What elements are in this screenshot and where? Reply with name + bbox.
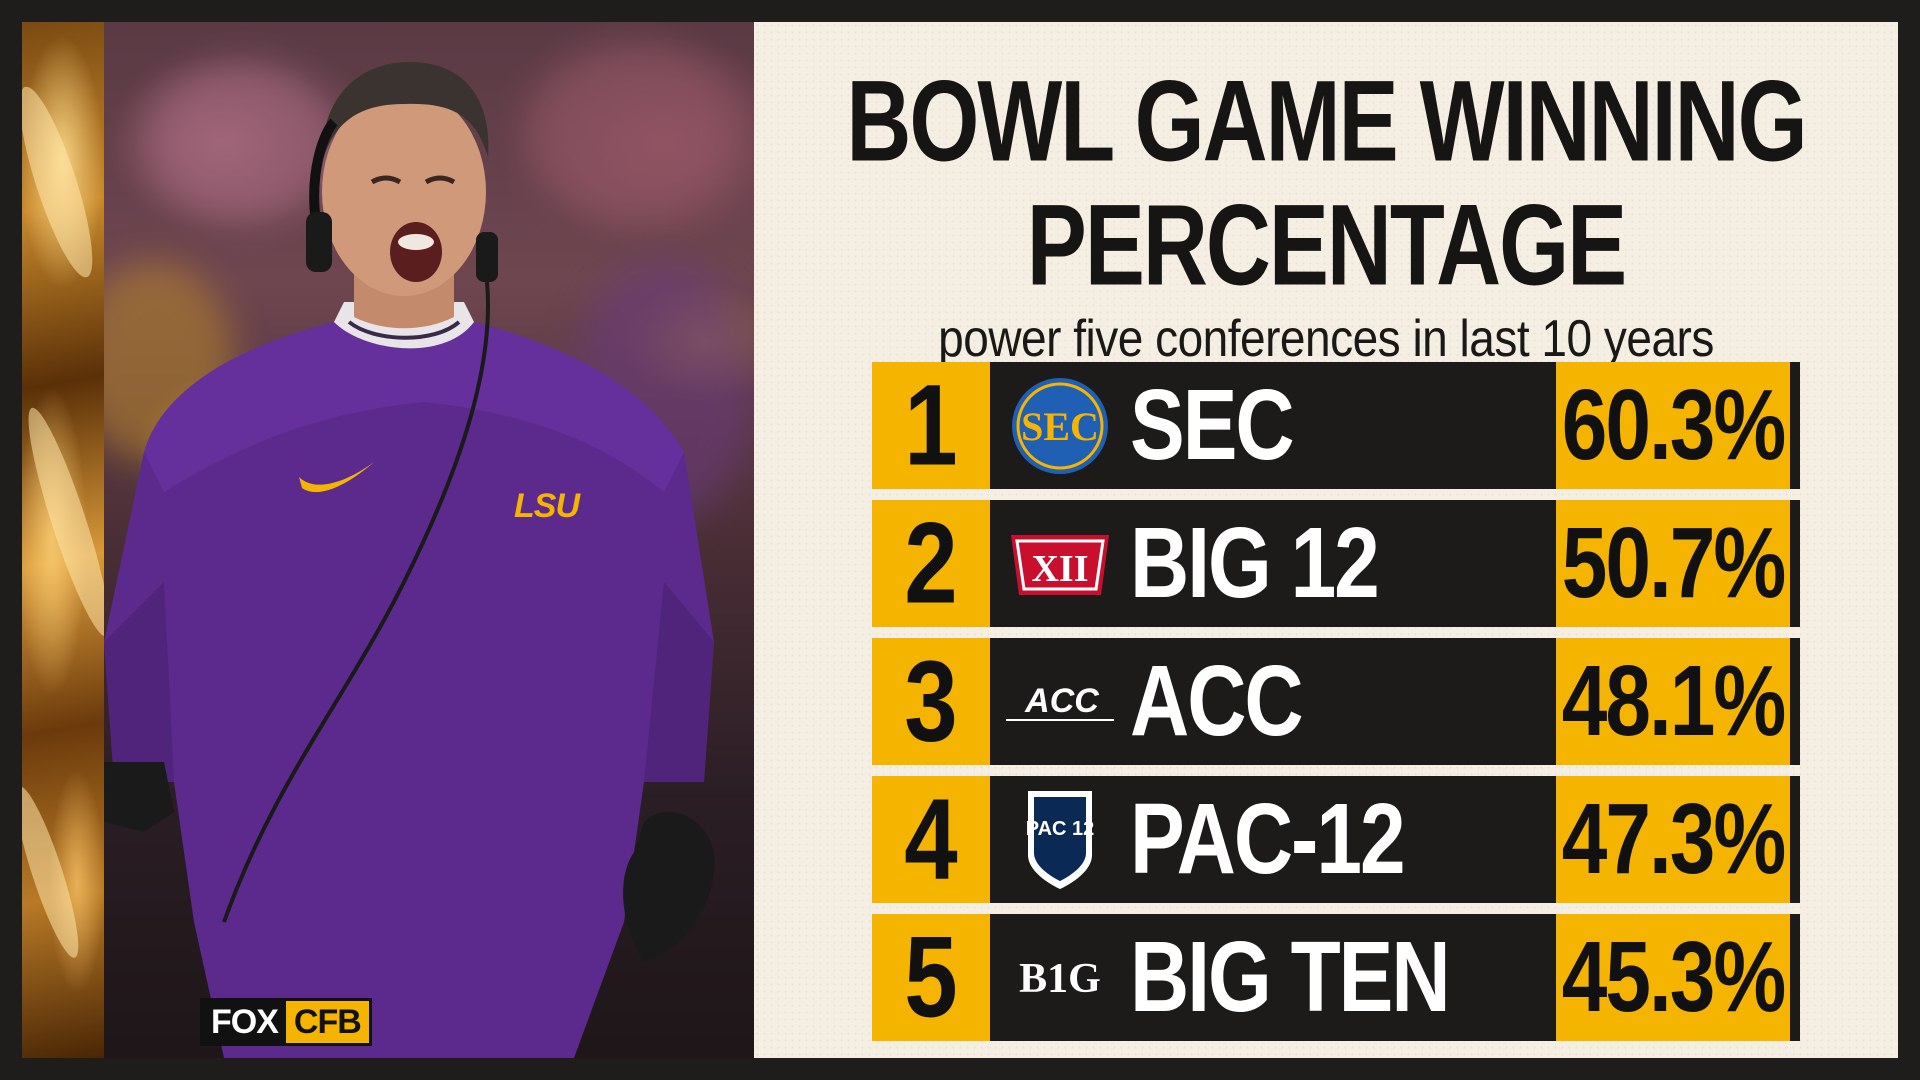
chart-title-line2: PERCENTAGE: [1026, 182, 1627, 310]
gold-paint-strip: [22, 22, 123, 1058]
coach-figure: [104, 62, 715, 1058]
sec-logo-text: SEC: [1021, 404, 1099, 449]
percentage-cell: 45.3%: [1542, 914, 1800, 1041]
table-row: 4 PAC 12 PAC-12 47.3%: [872, 775, 1800, 904]
big12-logo-text: XII: [1031, 548, 1088, 590]
swoosh-icon: [299, 462, 374, 493]
percentage-label: 48.1%: [1561, 645, 1787, 758]
percentage-label: 60.3%: [1561, 369, 1787, 482]
percentage-cell: 50.7%: [1542, 500, 1800, 627]
table-row: 5 B1G BIG TEN 45.3%: [872, 913, 1800, 1042]
cfb-wordmark: CFB: [285, 1001, 369, 1043]
conference-name: SEC: [1130, 362, 1295, 489]
conference-cell: ACC ACC: [990, 638, 1542, 765]
conference-table: 1 SEC SEC 60.3% 2: [872, 361, 1800, 1052]
stats-panel: BOWL GAME WINNING PERCENTAGE power five …: [754, 22, 1898, 1058]
conference-name-label: SEC: [1130, 369, 1295, 482]
coach-photo: LSU FOX CFB: [104, 22, 754, 1058]
conference-name-label: BIG 12: [1130, 507, 1380, 620]
acc-logo-text: ACC: [1024, 682, 1099, 720]
acc-logo-icon: ACC: [990, 638, 1130, 765]
rank-cell: 2: [872, 499, 990, 628]
rank-cell: 5: [872, 913, 990, 1042]
table-row: 1 SEC SEC 60.3%: [872, 361, 1800, 490]
pac12-logo-icon: PAC 12: [990, 776, 1130, 903]
chart-title: BOWL GAME WINNING: [846, 58, 1807, 186]
rank-cell: 1: [872, 361, 990, 490]
percentage-bar: 45.3%: [1556, 914, 1790, 1041]
table-row: 2 XII BIG 12 50.7%: [872, 499, 1800, 628]
sec-logo-icon: SEC: [990, 362, 1130, 489]
conference-name: BIG TEN: [1130, 914, 1451, 1041]
big12-logo-icon: XII: [990, 500, 1130, 627]
rank-cell: 4: [872, 775, 990, 904]
big-ten-logo-icon: B1G: [990, 914, 1130, 1041]
conference-name: ACC: [1130, 638, 1304, 765]
percentage-bar: 47.3%: [1556, 776, 1790, 903]
conference-cell: PAC 12 PAC-12: [990, 776, 1542, 903]
percentage-label: 50.7%: [1561, 507, 1787, 620]
jersey-mark: LSU: [514, 487, 580, 525]
conference-name: BIG 12: [1130, 500, 1380, 627]
rank-label: 5: [904, 913, 958, 1042]
fox-cfb-logo: FOX CFB: [200, 998, 372, 1046]
chart-subtitle: power five conferences in last 10 years: [938, 308, 1714, 368]
pac12-logo-text: PAC 12: [1026, 818, 1095, 840]
big-ten-logo-text: B1G: [1019, 956, 1101, 1002]
percentage-label: 45.3%: [1561, 921, 1787, 1034]
rank-label: 2: [904, 499, 958, 628]
conference-name-label: BIG TEN: [1130, 921, 1451, 1034]
percentage-cell: 48.1%: [1542, 638, 1800, 765]
conference-cell: B1G BIG TEN: [990, 914, 1542, 1041]
table-row: 3 ACC ACC 48.1%: [872, 637, 1800, 766]
fox-wordmark: FOX: [203, 1001, 286, 1043]
conference-cell: XII BIG 12: [990, 500, 1542, 627]
rank-cell: 3: [872, 637, 990, 766]
conference-name: PAC-12: [1130, 776, 1406, 903]
rank-label: 3: [904, 637, 958, 766]
percentage-cell: 47.3%: [1542, 776, 1800, 903]
rank-label: 1: [904, 361, 958, 490]
percentage-bar: 60.3%: [1556, 362, 1790, 489]
conference-cell: SEC SEC: [990, 362, 1542, 489]
percentage-bar: 50.7%: [1556, 500, 1790, 627]
conference-name-label: ACC: [1130, 645, 1304, 758]
graphic-frame: LSU FOX CFB BOWL GAME WINNING PERCENTAGE…: [22, 22, 1898, 1058]
percentage-label: 47.3%: [1561, 783, 1787, 896]
conference-name-label: PAC-12: [1130, 783, 1406, 896]
rank-label: 4: [904, 775, 958, 904]
percentage-bar: 48.1%: [1556, 638, 1790, 765]
percentage-cell: 60.3%: [1542, 362, 1800, 489]
